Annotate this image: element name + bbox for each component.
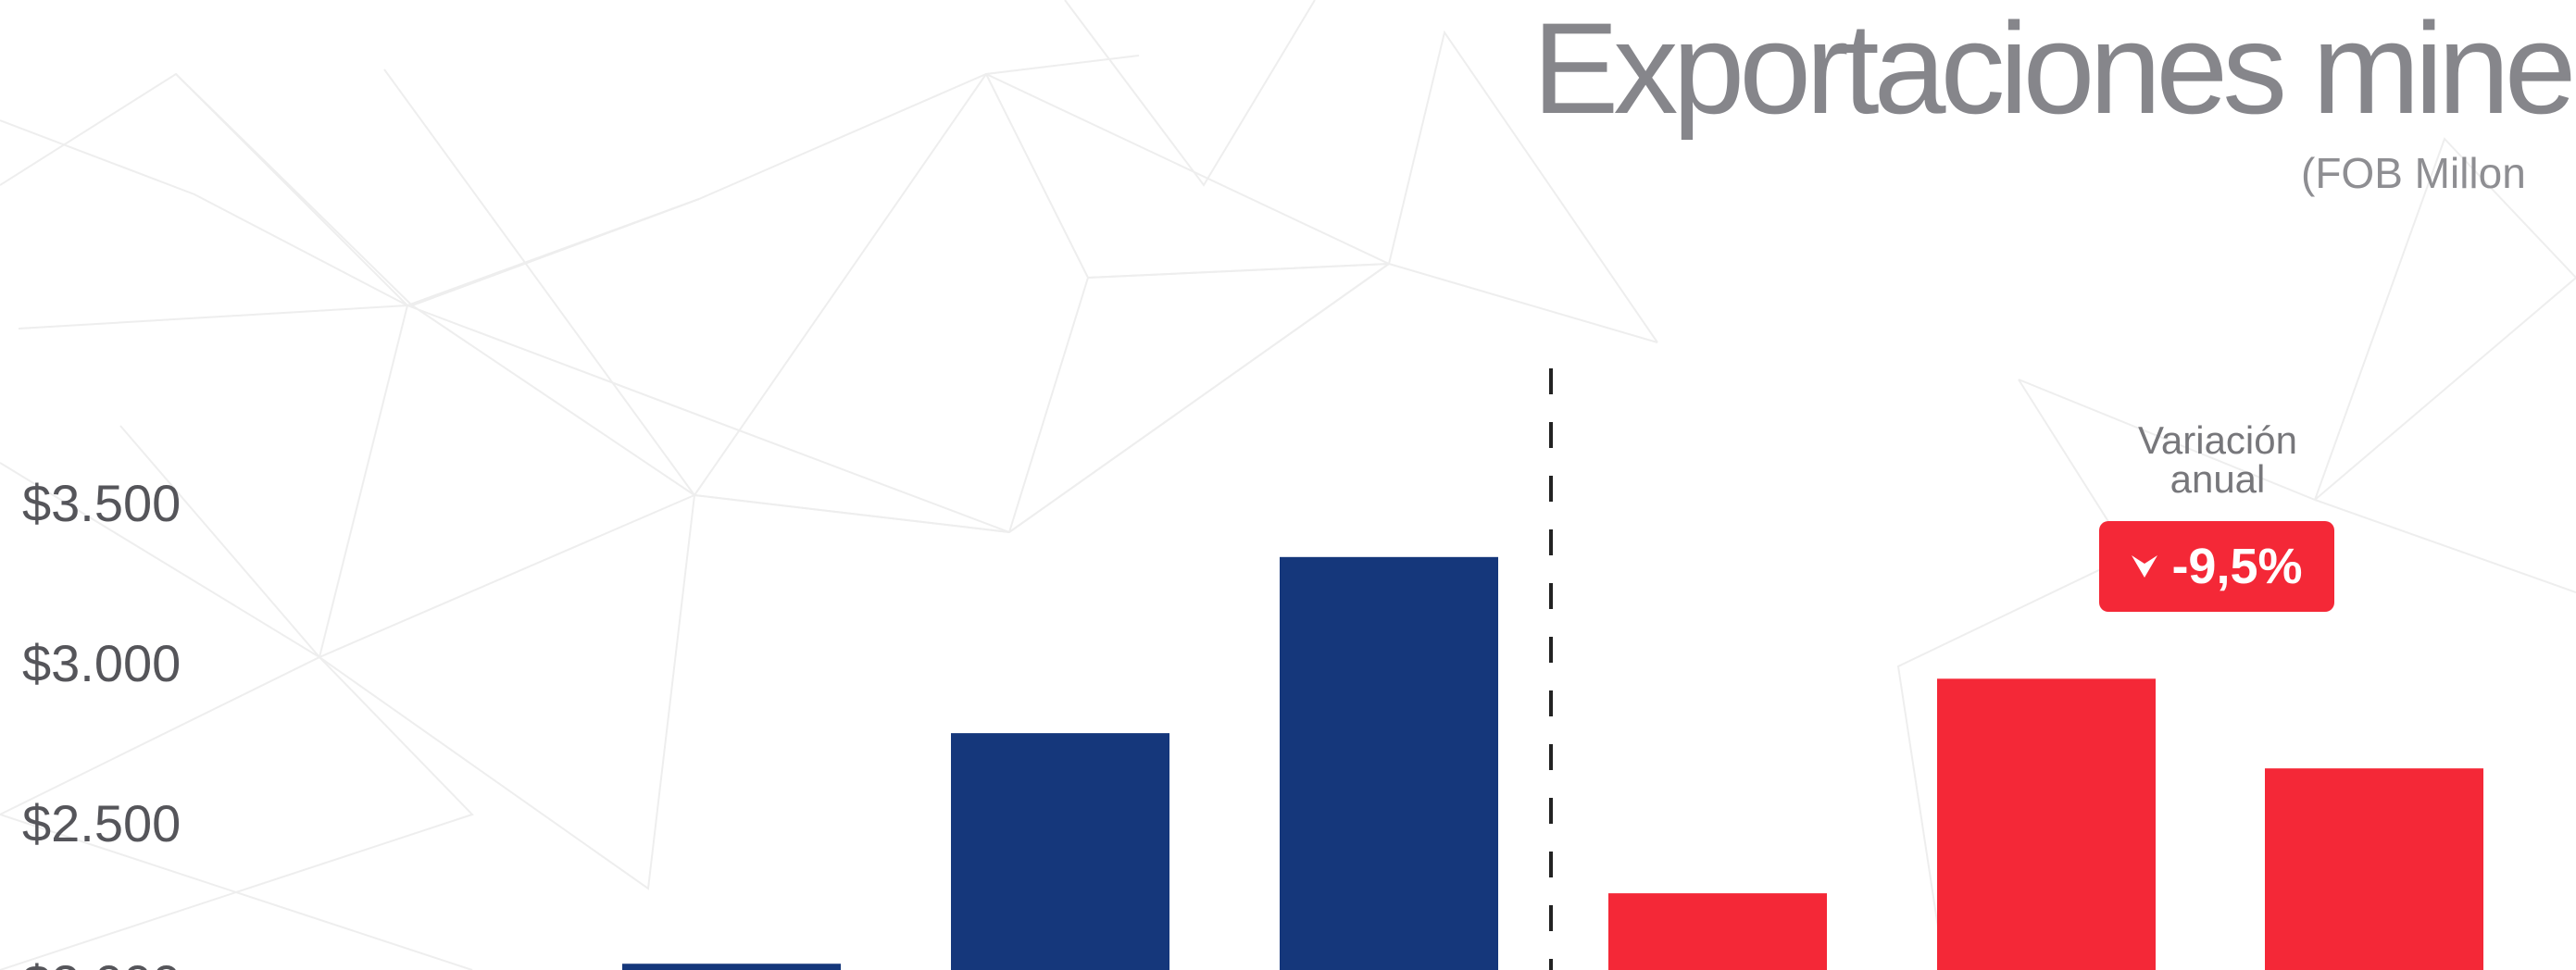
bar-series-1-2 xyxy=(951,733,1169,970)
annual-variation-label: Variación anual xyxy=(2060,421,2375,499)
chart-title: Exportaciones mine xyxy=(1532,0,2576,141)
y-tick-label: $2.500 xyxy=(22,794,181,852)
bar-series-2-3 xyxy=(2265,768,2483,970)
down-arrow-icon xyxy=(2132,555,2158,578)
annual-variation-label-line2: anual xyxy=(2170,457,2266,501)
annual-variation-badge: -9,5% xyxy=(2099,521,2334,612)
annual-variation-value: -9,5% xyxy=(2171,539,2303,594)
bar-series-1-1 xyxy=(622,964,841,970)
bar-series-2-1 xyxy=(1608,893,1827,970)
y-tick-label: $2.000 xyxy=(22,954,181,970)
y-tick-label: $3.000 xyxy=(22,634,181,692)
annual-variation-label-line1: Variación xyxy=(2138,418,2297,462)
chart-subtitle: (FOB Millon xyxy=(2301,149,2526,197)
bar-series-2-2 xyxy=(1937,678,2156,970)
y-tick-label: $3.500 xyxy=(22,474,181,532)
bar-series-1-3 xyxy=(1280,556,1498,970)
